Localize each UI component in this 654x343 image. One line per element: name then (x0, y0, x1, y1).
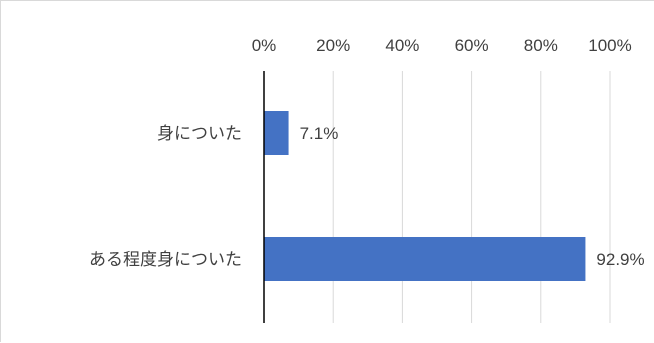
category-label: ある程度身についた (89, 250, 242, 270)
x-tick-label: 20% (316, 36, 350, 55)
x-tick-label: 40% (385, 36, 419, 55)
bar-2 (264, 237, 586, 281)
data-labels: 7.1% 92.9% (300, 124, 645, 269)
data-label: 92.9% (596, 250, 644, 269)
bars (264, 111, 586, 281)
gridlines (332, 71, 611, 323)
x-tick-labels: 0% 20% 40% 60% 80% 100% (252, 36, 632, 55)
x-tick-label: 100% (588, 36, 631, 55)
x-tick-label: 0% (252, 36, 277, 55)
bar-1 (264, 111, 289, 155)
x-tick-label: 60% (455, 36, 489, 55)
x-tick-label: 80% (524, 36, 558, 55)
category-label: 身についた (157, 124, 242, 144)
data-label: 7.1% (300, 124, 339, 143)
